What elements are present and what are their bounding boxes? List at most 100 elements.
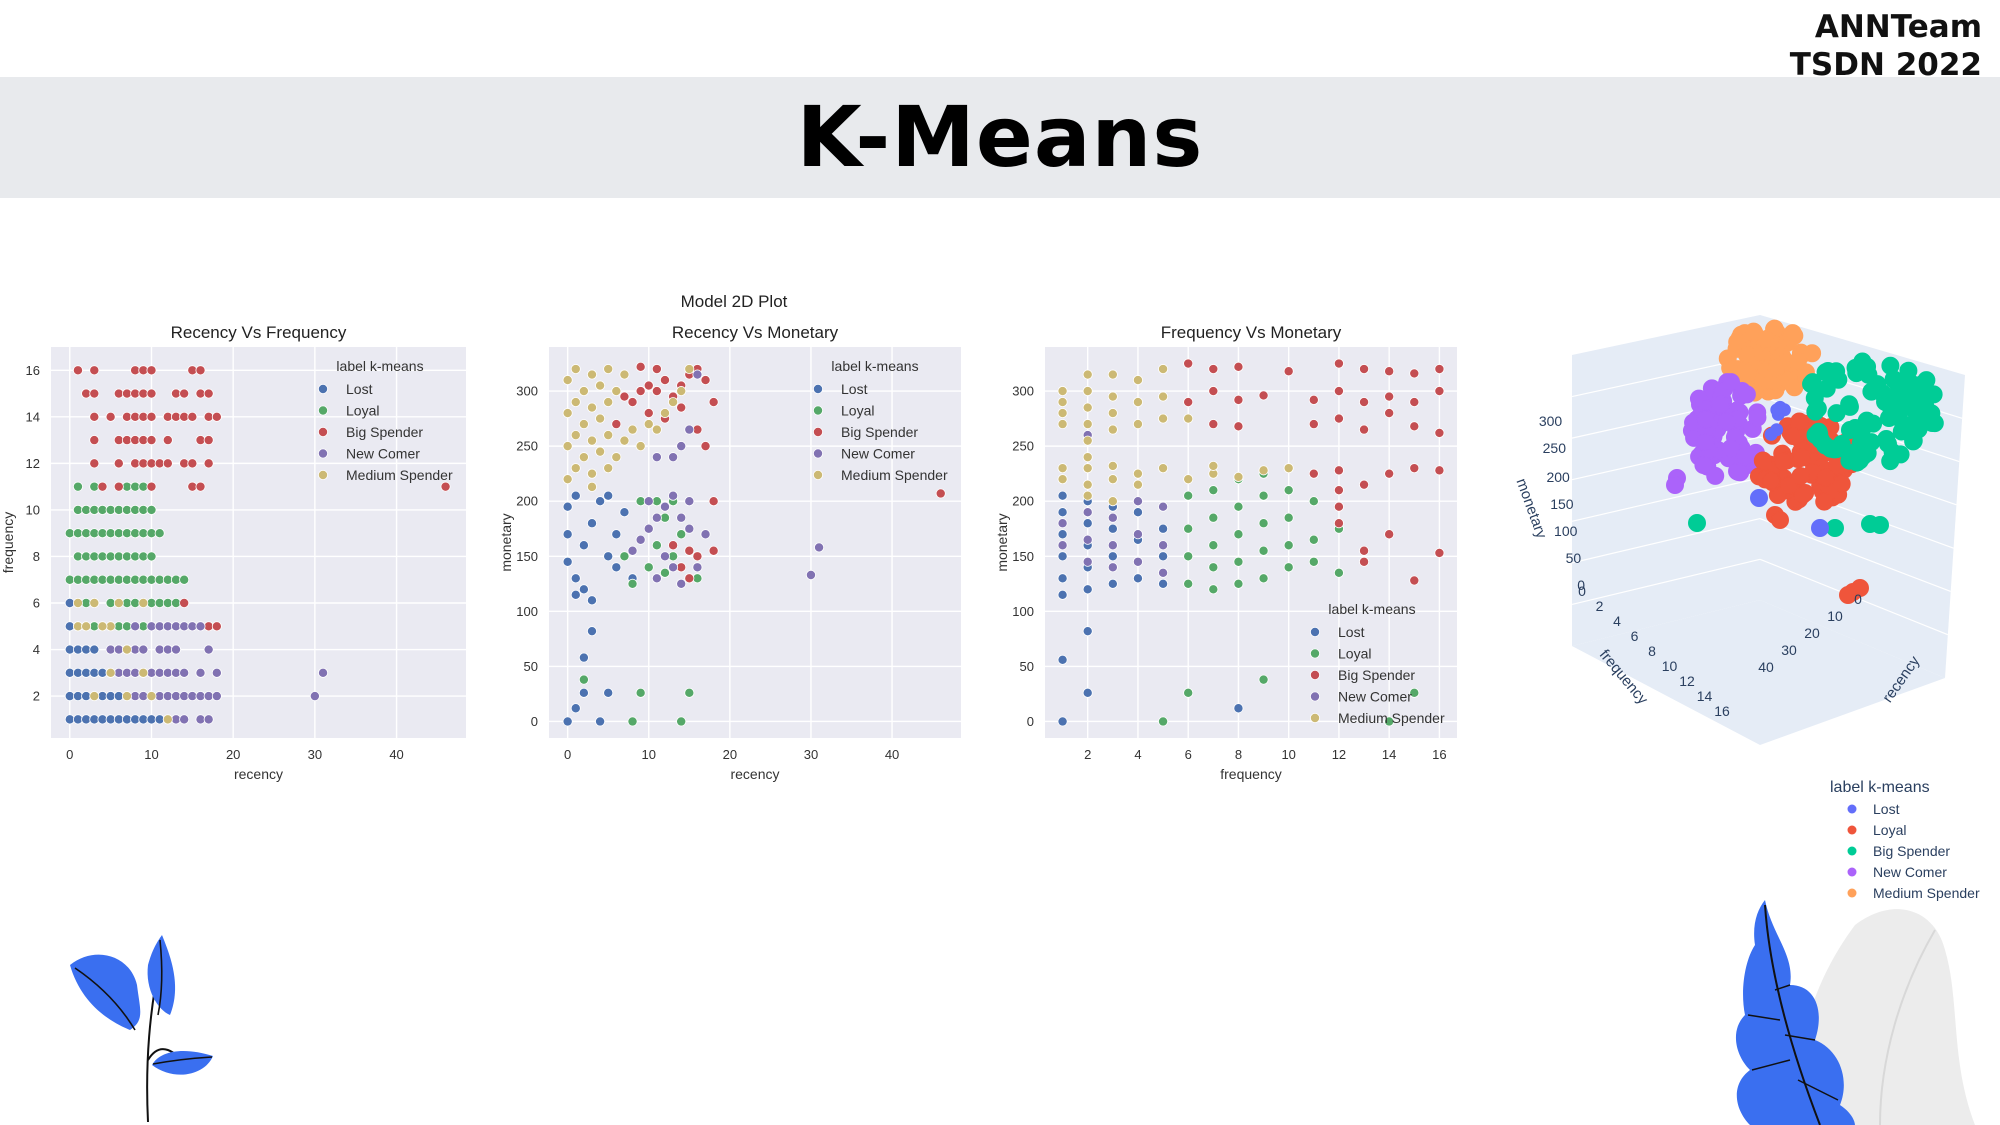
data-point [1808, 399, 1827, 418]
x-tick-label: 6 [1185, 747, 1192, 762]
data-point [97, 621, 108, 632]
data-point [1762, 471, 1781, 490]
monetary-tick-label: 300 [1539, 413, 1563, 429]
legend-marker [1310, 713, 1321, 724]
data-point [619, 435, 630, 446]
data-point [651, 364, 662, 375]
data-point [700, 529, 711, 540]
data-point [676, 402, 687, 413]
data-point [578, 540, 589, 551]
data-point [611, 419, 622, 430]
data-point [1057, 540, 1068, 551]
x-tick-label: 30 [804, 747, 818, 762]
data-point [1233, 421, 1244, 432]
data-point [1688, 514, 1706, 532]
frequency-tick-label: 10 [1662, 658, 1678, 674]
legend-marker [317, 448, 328, 459]
data-point [1711, 395, 1730, 414]
data-point [1333, 465, 1344, 476]
legend-label: Lost [1338, 624, 1365, 640]
data-point [1132, 507, 1143, 518]
y-tick-label: 14 [26, 409, 40, 424]
data-point [643, 523, 654, 534]
data-point [1840, 395, 1859, 414]
legend-label: Big Spender [346, 424, 423, 440]
data-point [1258, 518, 1269, 529]
data-point [643, 408, 654, 419]
data-point [1208, 386, 1219, 397]
data-point [72, 598, 83, 609]
data-point [562, 501, 573, 512]
data-point [146, 504, 157, 515]
data-point [1057, 529, 1068, 540]
data-point [692, 551, 703, 562]
legend-marker [1310, 691, 1321, 702]
legend-label: Big Spender [1338, 667, 1415, 683]
x-tick-label: 40 [389, 747, 403, 762]
data-point [1333, 485, 1344, 496]
x-tick-label: 20 [723, 747, 737, 762]
legend-marker [1847, 846, 1857, 856]
series-loyal [64, 458, 190, 632]
data-point [146, 691, 157, 702]
data-point [1158, 551, 1169, 562]
data-point [1791, 467, 1810, 486]
data-point [684, 545, 695, 556]
data-point [1839, 586, 1857, 604]
data-point [684, 573, 695, 584]
data-point [1409, 368, 1420, 379]
data-point [676, 578, 687, 589]
data-point [1706, 466, 1725, 485]
data-point [1434, 364, 1445, 375]
data-point [1233, 529, 1244, 540]
data-point [146, 551, 157, 562]
data-point [570, 703, 581, 714]
data-point [1697, 410, 1716, 429]
data-point [676, 716, 687, 727]
data-point [1208, 540, 1219, 551]
y-tick-label: 4 [33, 642, 40, 657]
data-point [1384, 391, 1395, 402]
x-axis-label: recency [234, 766, 283, 782]
data-point [1308, 556, 1319, 567]
legend-label: New Comer [1338, 689, 1412, 705]
data-point [570, 490, 581, 501]
data-point [105, 667, 116, 678]
data-point [668, 490, 679, 501]
x-tick-label: 10 [642, 747, 656, 762]
data-point [635, 441, 646, 452]
data-point [627, 397, 638, 408]
data-point [1233, 703, 1244, 714]
data-point [578, 419, 589, 430]
y-tick-label: 2 [33, 689, 40, 704]
data-point [619, 551, 630, 562]
data-point [1729, 463, 1748, 482]
data-point [570, 397, 581, 408]
legend-label: Big Spender [841, 424, 918, 440]
y-tick-label: 12 [26, 456, 40, 471]
data-point [1434, 427, 1445, 438]
data-point [187, 411, 198, 422]
data-point [1717, 412, 1736, 431]
legend-marker [813, 469, 824, 480]
data-point [603, 364, 614, 375]
frequency-tick-label: 16 [1714, 703, 1730, 719]
gridline [1571, 517, 1761, 564]
data-point [1764, 427, 1778, 441]
data-point [1183, 358, 1194, 369]
monetary-tick-label: 100 [1554, 523, 1578, 539]
y-axis-label: monetary [994, 513, 1010, 571]
data-point [1333, 501, 1344, 512]
y-tick-label: 0 [531, 714, 538, 729]
data-point [578, 652, 589, 663]
monetary-tick-label: 250 [1543, 440, 1567, 456]
data-point [1158, 567, 1169, 578]
data-point [603, 463, 614, 474]
data-point [562, 474, 573, 485]
data-point [708, 545, 719, 556]
data-point [684, 496, 695, 507]
data-point [1811, 519, 1829, 537]
data-point [1158, 463, 1169, 474]
data-point [643, 496, 654, 507]
